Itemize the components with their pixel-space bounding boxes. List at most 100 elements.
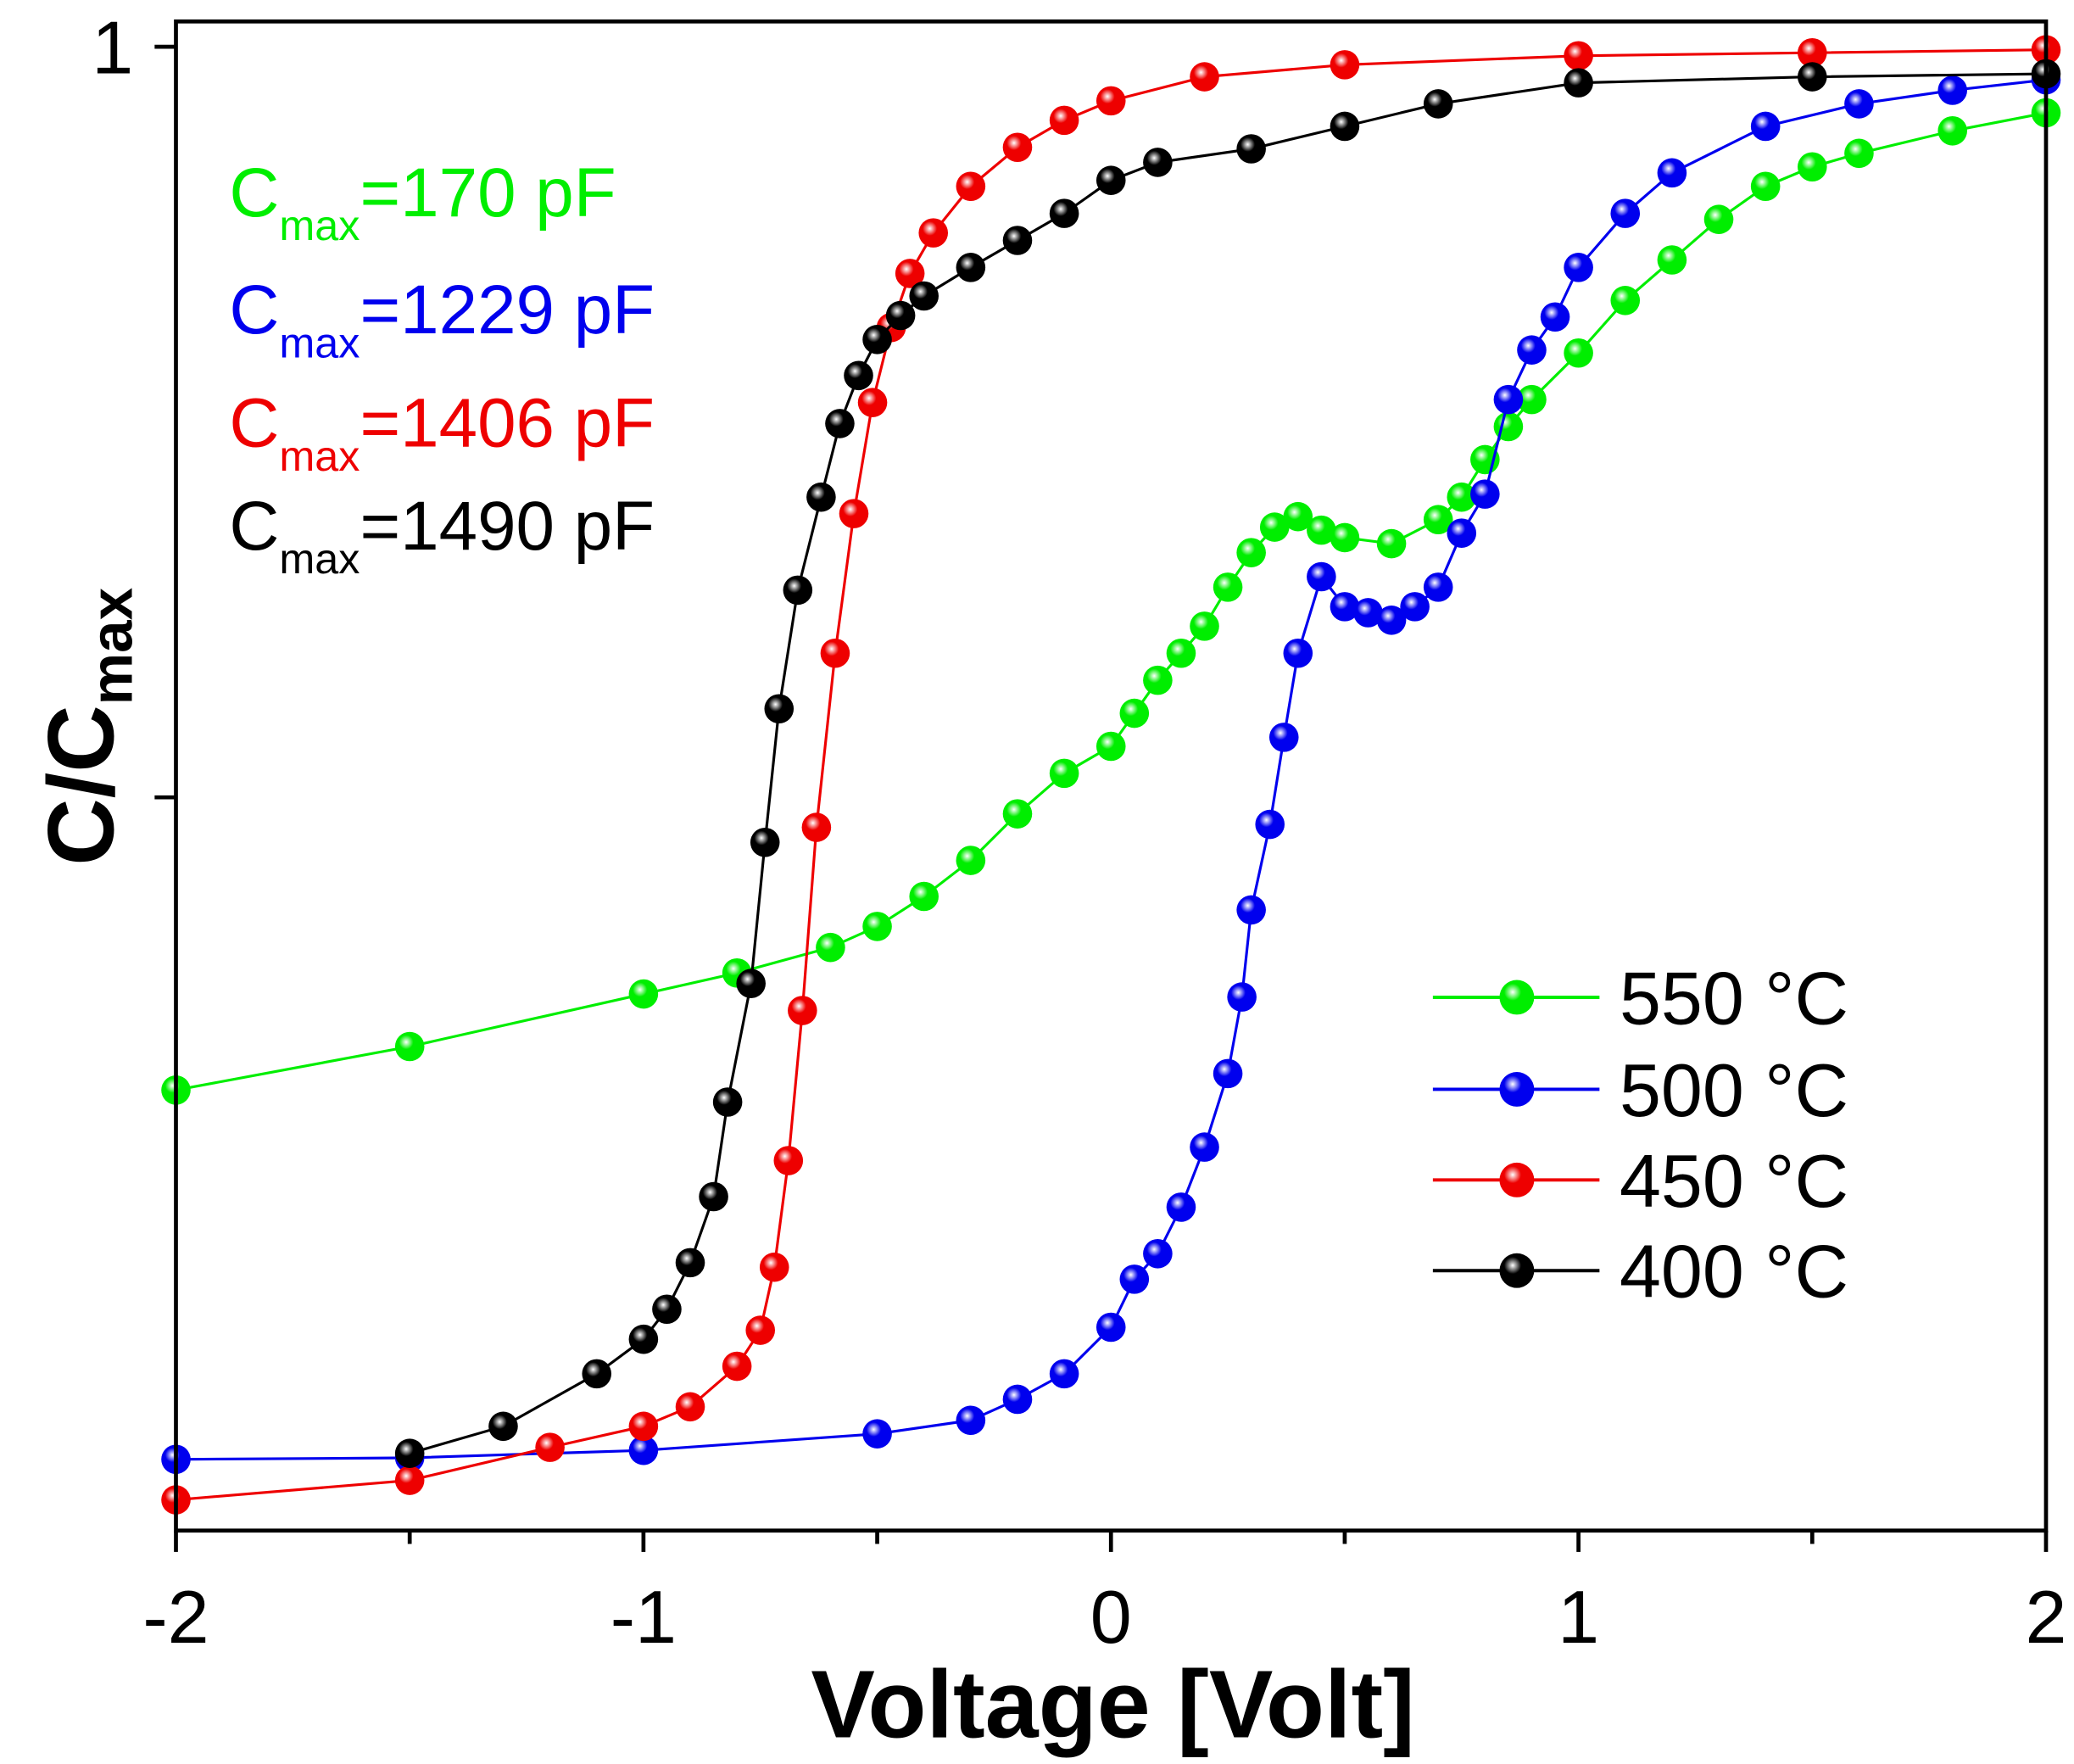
x-tick-label: 2 (2026, 1575, 2067, 1659)
data-point (1423, 572, 1453, 602)
data-point (956, 846, 986, 875)
data-point (1119, 1264, 1150, 1294)
data-point (1610, 286, 1641, 315)
data-point (1400, 592, 1430, 622)
data-point (1049, 105, 1079, 136)
data-point (1283, 638, 1313, 668)
data-point (820, 638, 850, 668)
cmax-annotation: Cmax=170 pF (229, 154, 616, 249)
cmax-annotations: Cmax=170 pF Cmax=1229 pF Cmax=1406 pFCmax=… (229, 154, 655, 583)
series-line-0 (176, 111, 2047, 1091)
data-point (1236, 538, 1266, 567)
y-axis-label: C/Cmax (30, 588, 145, 866)
data-point (1610, 198, 1641, 228)
x-tick-label: 1 (1558, 1575, 1599, 1659)
data-point (1376, 606, 1407, 635)
data-point (1143, 665, 1173, 695)
data-point (1937, 115, 1968, 146)
svg-text:C/Cmax: C/Cmax (30, 588, 145, 866)
data-point (699, 1181, 728, 1212)
data-point (956, 253, 986, 282)
data-point (1096, 86, 1126, 116)
x-tick-label: -1 (610, 1575, 677, 1659)
data-point (1307, 515, 1336, 545)
legend-item: 550 °C (1432, 956, 1848, 1040)
data-point (394, 1031, 425, 1062)
data-point (839, 499, 869, 528)
data-point (1213, 1058, 1243, 1089)
data-point (918, 218, 949, 248)
cmax-annotation: Cmax=1229 pF (229, 271, 655, 366)
data-point (675, 1392, 705, 1422)
y-label-main: C/C (30, 705, 134, 865)
data-point (1227, 982, 1257, 1012)
data-point (788, 996, 817, 1025)
data-point (759, 1252, 789, 1282)
data-point (801, 812, 832, 842)
data-point (1540, 302, 1570, 332)
data-point (862, 325, 892, 354)
data-point (1119, 698, 1150, 728)
axes: -2 -1 0 1 2 1 (92, 6, 2066, 1659)
data-point (1002, 132, 1033, 163)
data-point (1330, 50, 1360, 80)
legend-item: 500 °C (1432, 1048, 1848, 1132)
data-point (1798, 152, 1827, 182)
legend-item: 450 °C (1432, 1139, 1848, 1223)
data-point (1493, 384, 1524, 415)
data-point (675, 1248, 705, 1278)
data-point (1330, 111, 1360, 142)
data-point (1002, 226, 1033, 255)
cmax-annotation: Cmax=1406 pF (229, 385, 655, 480)
data-point (535, 1432, 565, 1462)
data-point (394, 1465, 425, 1495)
x-tick-label: 0 (1090, 1575, 1132, 1659)
data-point (1798, 62, 1827, 92)
data-point (1166, 638, 1196, 668)
data-point (862, 1419, 892, 1449)
data-point (764, 694, 794, 724)
data-point (1190, 611, 1219, 641)
data-point (1049, 198, 1079, 228)
x-axis-label: Voltage [Volt] (811, 1650, 1415, 1757)
legend-marker (1499, 1072, 1535, 1107)
data-point (1190, 1132, 1219, 1162)
legend-marker (1499, 1162, 1535, 1197)
data-point (1844, 89, 1874, 119)
data-point (1564, 68, 1593, 98)
data-point (1255, 809, 1285, 840)
data-point (1190, 62, 1219, 92)
data-point (652, 1294, 682, 1325)
data-point (1096, 165, 1126, 195)
data-point (1517, 335, 1547, 365)
data-point (1750, 111, 1781, 142)
data-point (628, 1435, 659, 1465)
y-label-sub: max (79, 588, 145, 705)
legend-label: 550 °C (1620, 956, 1848, 1040)
data-point (783, 575, 813, 606)
data-point (1703, 204, 1734, 235)
data-point (1423, 89, 1453, 119)
data-point (857, 388, 888, 417)
x-tick-label: -2 (142, 1575, 209, 1659)
cmax-annotation: Cmax=1490 pF (229, 488, 655, 583)
data-point (1236, 895, 1266, 925)
data-point (1937, 75, 1968, 105)
legend-item: 400 °C (1432, 1230, 1848, 1314)
data-point (1049, 1359, 1079, 1389)
data-point (773, 1146, 804, 1175)
data-point (628, 979, 659, 1009)
data-point (1268, 723, 1299, 752)
legend-marker (1499, 1253, 1535, 1288)
data-point (745, 1315, 776, 1345)
data-point (722, 1351, 752, 1382)
data-point (1447, 482, 1477, 512)
data-point (1259, 512, 1290, 542)
data-point (1330, 522, 1360, 553)
data-point (1657, 158, 1687, 188)
data-point (1353, 598, 1383, 628)
data-point (1096, 1312, 1126, 1343)
data-point (1143, 1238, 1173, 1269)
data-point (1049, 758, 1079, 789)
